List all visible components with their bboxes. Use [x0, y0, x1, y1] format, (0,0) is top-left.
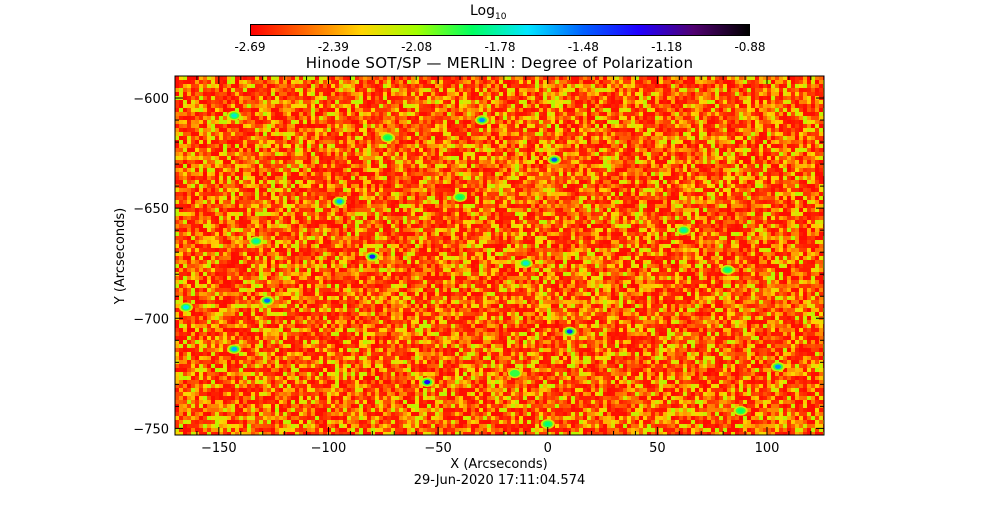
y-tick-label: −750 — [133, 422, 169, 437]
timestamp: 29-Jun-2020 17:11:04.574 — [413, 473, 586, 488]
heatmap-cells — [175, 76, 824, 435]
colorbar-tick-label: -2.39 — [317, 40, 349, 54]
polarization-feature — [380, 132, 395, 143]
colorbar-tick-label: -2.69 — [234, 40, 266, 54]
x-tick-label: 50 — [649, 441, 666, 456]
polarization-feature — [178, 302, 193, 313]
polarization-feature — [332, 196, 347, 207]
y-axis-label: Y (Arcseconds) — [113, 208, 128, 305]
polarization-feature — [507, 368, 522, 379]
polarization-feature — [227, 110, 242, 121]
colorbar-tick-label: -1.78 — [484, 40, 516, 54]
polarization-feature — [518, 258, 533, 269]
polarization-feature — [365, 251, 380, 262]
polarization-feature — [227, 344, 242, 355]
plot-title: Hinode SOT/SP — MERLIN : Degree of Polar… — [305, 54, 694, 72]
y-tick-label: −600 — [133, 92, 169, 107]
x-axis-label: X (Arcseconds) — [450, 457, 547, 472]
polarization-feature — [733, 405, 748, 416]
polarization-feature — [547, 154, 562, 165]
colorbar-title: Log10 — [470, 3, 507, 22]
x-tick-label: −150 — [201, 441, 237, 456]
y-tick-label: −650 — [133, 202, 169, 217]
colorbar-tick-label: -0.88 — [734, 40, 766, 54]
colorbar-tick-label: -1.18 — [651, 40, 683, 54]
x-tick-label: −100 — [311, 441, 347, 456]
polarization-feature — [260, 295, 275, 306]
polarization-feature — [453, 192, 468, 203]
x-tick-label: 0 — [544, 441, 552, 456]
x-tick-label: 100 — [755, 441, 780, 456]
colorbar — [250, 24, 750, 36]
polarization-feature — [474, 115, 489, 125]
polarization-feature — [249, 236, 264, 247]
colorbar-tick-label: -2.08 — [401, 40, 433, 54]
polarization-feature — [770, 361, 785, 372]
x-tick-label: −50 — [424, 441, 451, 456]
polarization-feature — [720, 264, 735, 275]
polarization-feature — [562, 326, 577, 337]
polarization-feature — [420, 377, 435, 388]
polarization-feature — [676, 225, 691, 236]
y-tick-label: −700 — [133, 312, 169, 327]
polarization-feature — [540, 419, 555, 429]
colorbar-tick-label: -1.48 — [567, 40, 599, 54]
